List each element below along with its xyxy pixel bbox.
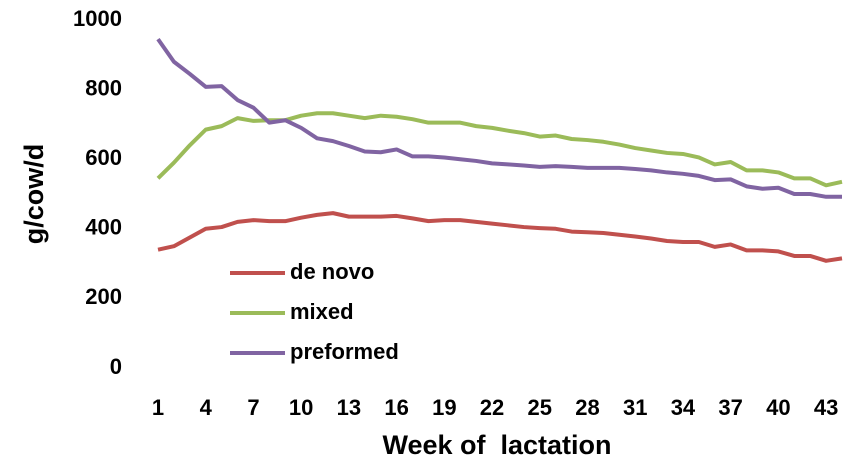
y-axis-title: g/cow/d [19, 144, 49, 245]
y-tick-label: 400 [85, 215, 122, 240]
x-tick-label: 4 [200, 395, 213, 420]
y-tick-label: 0 [110, 354, 122, 379]
x-axis-title: Week of lactation [382, 430, 611, 460]
x-tick-label: 31 [623, 395, 647, 420]
x-tick-label: 19 [432, 395, 456, 420]
y-tick-label: 1000 [73, 6, 122, 31]
x-tick-label: 10 [289, 395, 313, 420]
x-tick-label: 28 [575, 395, 599, 420]
y-tick-label: 200 [85, 284, 122, 309]
y-tick-label: 600 [85, 145, 122, 170]
x-tick-label: 34 [671, 395, 696, 420]
x-tick-label: 16 [384, 395, 408, 420]
series-line [157, 211, 843, 263]
x-tick-label: 7 [247, 395, 259, 420]
x-tick-label: 13 [337, 395, 361, 420]
series-line [156, 111, 843, 188]
x-tick-label: 25 [528, 395, 552, 420]
x-tick-label: 40 [766, 395, 790, 420]
legend-text: preformed [290, 339, 399, 364]
y-tick-label: 800 [85, 75, 122, 100]
x-tick-label: 22 [480, 395, 504, 420]
legend-text: mixed [290, 299, 354, 324]
x-tick-label: 1 [152, 395, 164, 420]
series-line [156, 37, 842, 199]
x-tick-label: 37 [718, 395, 742, 420]
x-tick-label: 43 [814, 395, 838, 420]
legend-text: de novo [290, 259, 374, 284]
